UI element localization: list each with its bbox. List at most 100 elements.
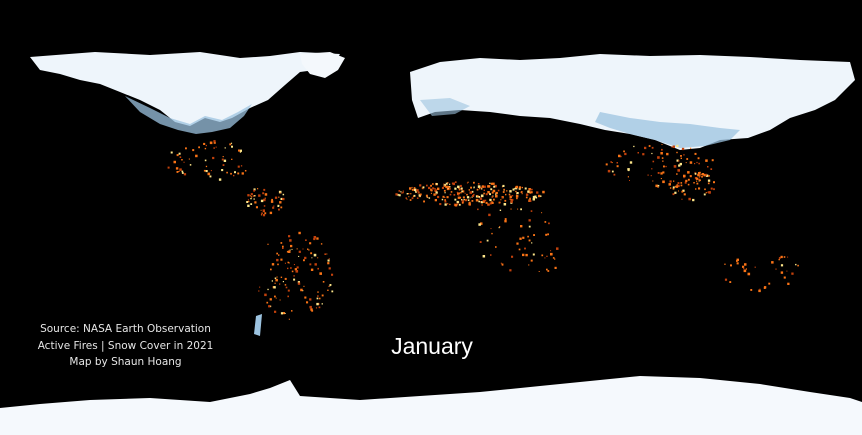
fire-spot xyxy=(775,268,777,270)
fire-spot xyxy=(665,165,667,168)
fire-spot xyxy=(282,247,284,249)
fire-spot xyxy=(247,199,249,201)
snow-eurasia xyxy=(410,54,855,150)
fire-spot xyxy=(627,169,630,172)
fire-spot xyxy=(278,196,280,198)
fire-spot xyxy=(711,159,714,162)
fire-spot xyxy=(400,191,402,193)
fire-spot xyxy=(298,250,301,253)
fire-spot xyxy=(279,283,281,285)
fire-spot xyxy=(497,189,500,192)
fire-spot xyxy=(466,182,468,184)
fire-spot xyxy=(230,142,233,144)
fire-spot xyxy=(487,185,491,188)
fire-spot xyxy=(624,152,627,156)
fire-spot xyxy=(787,282,790,285)
fire-spot xyxy=(724,263,726,265)
fire-spot xyxy=(688,197,691,201)
fire-spot xyxy=(678,190,679,192)
fire-spot xyxy=(427,196,429,199)
fire-spot xyxy=(241,172,244,175)
fire-spot xyxy=(700,173,702,176)
fire-spot xyxy=(300,288,303,292)
fire-spot xyxy=(629,161,633,164)
fire-spot xyxy=(253,188,256,191)
fire-spot xyxy=(680,182,683,184)
fire-spot xyxy=(458,189,461,191)
fire-spot xyxy=(694,172,697,175)
fire-spot xyxy=(556,247,559,250)
fire-spot xyxy=(226,171,228,174)
fire-spot xyxy=(314,263,317,266)
fire-spot xyxy=(495,246,497,248)
fire-spot xyxy=(469,197,471,199)
fire-spot xyxy=(290,244,293,248)
fire-spot xyxy=(257,188,259,190)
fire-spot xyxy=(287,261,289,264)
fire-spot xyxy=(258,194,261,197)
fire-spot xyxy=(531,242,533,244)
fire-spot xyxy=(280,206,283,209)
fire-spot xyxy=(274,196,278,199)
fire-spot xyxy=(687,183,690,186)
fire-spot xyxy=(481,204,483,206)
fire-spot xyxy=(652,160,655,163)
fire-spot xyxy=(328,258,330,260)
fire-spot xyxy=(527,190,530,193)
fire-spot xyxy=(249,195,251,197)
fire-spot xyxy=(538,194,541,198)
fire-spot xyxy=(698,172,700,174)
fire-spot xyxy=(408,193,410,195)
fire-spot xyxy=(554,258,556,260)
fire-spot xyxy=(616,165,619,168)
fire-spot xyxy=(294,268,297,271)
fire-spot xyxy=(282,281,284,283)
fire-spot xyxy=(435,191,438,194)
fire-spot xyxy=(244,170,247,172)
fire-spot xyxy=(448,187,451,190)
fire-spot xyxy=(490,228,492,230)
fire-spot xyxy=(481,188,483,190)
fire-spot xyxy=(277,204,280,207)
fire-spot xyxy=(456,200,459,204)
fire-spot xyxy=(525,196,528,199)
fire-spot xyxy=(546,255,548,257)
fire-spot xyxy=(534,195,537,198)
fire-spot xyxy=(481,185,484,188)
fire-spot xyxy=(302,248,304,250)
fire-spot xyxy=(500,262,502,264)
fire-spot xyxy=(434,190,436,192)
fire-spot xyxy=(710,168,713,170)
fire-spot xyxy=(286,250,289,253)
fire-spot xyxy=(780,271,784,274)
active-fires-layer xyxy=(167,140,799,320)
fire-spot xyxy=(550,252,553,256)
fire-spot xyxy=(743,269,747,273)
fire-spot xyxy=(229,143,232,146)
fire-spot xyxy=(698,162,700,165)
fire-spot xyxy=(303,285,305,287)
fire-spot xyxy=(313,237,316,241)
fire-spot xyxy=(271,198,273,201)
fire-spot xyxy=(221,169,224,172)
fire-spot xyxy=(541,212,543,214)
fire-spot xyxy=(253,195,255,197)
fire-spot xyxy=(515,195,519,198)
fire-spot xyxy=(288,318,290,320)
fire-spot xyxy=(462,190,465,193)
fire-spot xyxy=(203,142,206,145)
fire-spot xyxy=(778,257,781,259)
fire-spot xyxy=(185,147,187,150)
fire-spot xyxy=(698,178,700,181)
fire-spot xyxy=(703,174,706,177)
fire-spot xyxy=(273,286,276,289)
fire-spot xyxy=(246,201,249,203)
fire-spot xyxy=(511,255,514,258)
fire-spot xyxy=(502,184,505,187)
fire-spot xyxy=(456,203,459,206)
fire-spot xyxy=(274,310,277,313)
fire-spot xyxy=(759,288,761,290)
fire-spot xyxy=(298,231,301,235)
fire-spot xyxy=(444,196,446,198)
fire-spot xyxy=(411,186,413,188)
